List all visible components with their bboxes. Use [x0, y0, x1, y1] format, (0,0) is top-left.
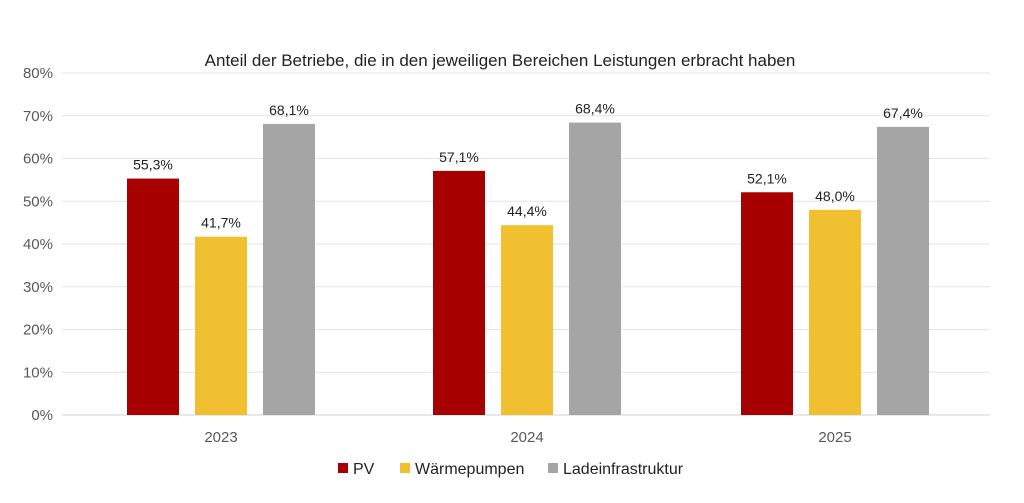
data-label: 68,1%	[269, 102, 309, 118]
y-tick-label: 20%	[23, 322, 53, 339]
data-label: 68,4%	[575, 101, 615, 117]
data-label: 48,0%	[815, 188, 855, 204]
y-tick-label: 10%	[23, 364, 53, 381]
data-label: 44,4%	[507, 203, 547, 219]
bar-pv-2025	[741, 192, 793, 415]
x-tick-label: 2025	[818, 429, 851, 446]
data-label: 41,7%	[201, 215, 241, 231]
legend-item: Ladeinfrastruktur	[548, 461, 684, 478]
x-tick-label: 2023	[204, 429, 237, 446]
y-tick-label: 0%	[31, 407, 53, 424]
x-tick-label: 2024	[510, 429, 543, 446]
bar-ladeinfrastruktur-2025	[877, 126, 929, 416]
data-label: 57,1%	[439, 149, 479, 165]
legend-swatch	[400, 463, 410, 473]
legend-item: Wärmepumpen	[400, 461, 524, 478]
legend-label: Wärmepumpen	[415, 461, 524, 478]
legend-swatch	[548, 463, 558, 473]
bar-ladeinfrastruktur-2023	[263, 123, 315, 415]
legend-swatch	[338, 463, 348, 473]
data-label: 67,4%	[883, 105, 923, 121]
bar-pv-2023	[127, 178, 179, 415]
bar-ladeinfrastruktur-2024	[569, 122, 621, 415]
data-label: 52,1%	[747, 170, 787, 186]
y-tick-label: 60%	[23, 151, 53, 168]
y-tick-label: 50%	[23, 193, 53, 210]
y-tick-label: 80%	[23, 65, 53, 82]
y-tick-label: 40%	[23, 236, 53, 253]
bar-wärmepumpen-2023	[195, 236, 247, 415]
bar-pv-2024	[433, 170, 485, 415]
data-label: 55,3%	[133, 157, 173, 173]
legend-label: Ladeinfrastruktur	[563, 461, 684, 478]
bar-wärmepumpen-2024	[501, 225, 553, 415]
legend-item: PV	[338, 461, 375, 478]
bar-wärmepumpen-2025	[809, 209, 861, 415]
y-tick-label: 70%	[23, 108, 53, 125]
legend-label: PV	[353, 461, 375, 478]
y-tick-label: 30%	[23, 279, 53, 296]
chart-title: Anteil der Betriebe, die in den jeweilig…	[205, 51, 796, 70]
